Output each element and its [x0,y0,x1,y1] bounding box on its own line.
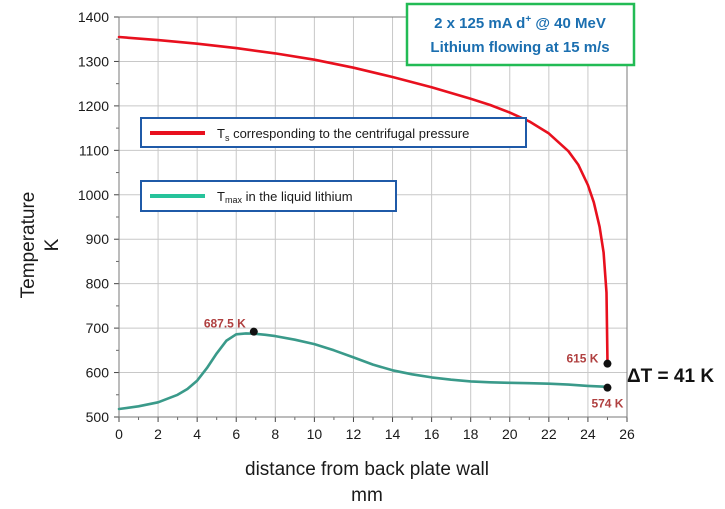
legend-label-tmax: Tmax in the liquid lithium [217,189,353,205]
legend-entry-ts: Ts corresponding to the centrifugal pres… [140,117,527,148]
title-line-2: Lithium flowing at 15 m/s [430,39,609,56]
x-tick-label: 6 [232,426,240,442]
grid [118,16,628,418]
legend-entry-tmax: Tmax in the liquid lithium [140,180,397,212]
point-label: 574 K [591,397,623,411]
y-tick-label: 1300 [78,53,109,69]
plot-frame [118,16,628,418]
x-tick-label: 4 [193,426,201,442]
y-tick-label: 1100 [79,142,109,158]
y-tick-label: 600 [86,365,110,381]
x-tick-label: 14 [385,426,401,442]
y-axis-unit: K [42,238,63,251]
y-tick-label: 1000 [78,187,109,203]
y-tick-label: 700 [86,320,110,336]
x-axis-label: distance from back plate wall [245,459,489,480]
title-box: 2 x 125 mA d+ @ 40 MeV Lithium flowing a… [405,2,636,67]
y-tick-label: 500 [86,409,110,425]
point-markers: 687.5 K 615 K 574 K [204,317,624,411]
axes [114,16,628,422]
x-tick-label: 24 [580,426,596,442]
x-tick-label: 26 [619,426,635,442]
x-tick-label: 20 [502,426,518,442]
y-tick-label: 900 [86,231,110,247]
point-marker [603,383,612,392]
series-layer [117,35,609,411]
x-tick-label: 10 [307,426,323,442]
point-marker [249,327,258,336]
x-tick-label: 8 [271,426,279,442]
x-tick-label: 22 [541,426,557,442]
x-tick-label: 16 [424,426,440,442]
series-line-ts [117,35,609,366]
y-tick-label: 1200 [78,98,109,114]
x-tick-label: 18 [463,426,479,442]
point-marker [603,359,612,368]
series-line-tmax [117,332,609,411]
y-tick-label: 800 [86,276,110,292]
legend-label-ts: Ts corresponding to the centrifugal pres… [217,126,469,143]
x-tick-label: 12 [346,426,362,442]
title-line-1: 2 x 125 mA d+ @ 40 MeV [434,14,606,32]
delta-t-annotation: ΔT = 41 K [627,366,714,387]
point-label: 615 K [566,352,598,366]
tick-labels: 0 2 4 6 8 10 12 14 16 18 20 22 24 2650060070080090010… [78,9,635,442]
y-axis-label: Temperature [18,192,39,299]
x-tick-label: 0 [115,426,123,442]
point-label: 687.5 K [204,317,246,331]
y-tick-label: 1400 [78,9,109,25]
x-tick-label: 2 [154,426,162,442]
x-axis-unit: mm [351,485,383,506]
